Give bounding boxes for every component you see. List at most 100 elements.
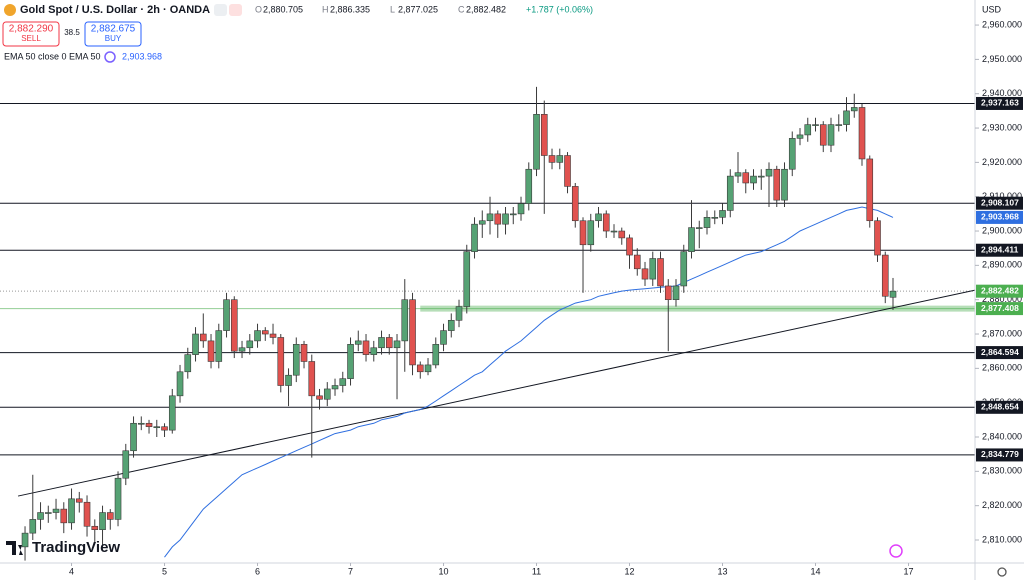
price-label-bg: [976, 400, 1023, 414]
candle-body: [533, 114, 540, 170]
ohlc-value: 2,880.705: [263, 4, 303, 14]
y-tick-label: 2,940.000: [982, 88, 1022, 98]
candle-body: [145, 422, 153, 428]
candle-body: [502, 213, 509, 225]
x-tick-label: 17: [903, 566, 913, 576]
candle-body: [626, 237, 633, 256]
x-tick-label: 11: [532, 566, 541, 576]
candle-body: [347, 344, 354, 379]
candle-body: [106, 512, 114, 520]
settings-icon[interactable]: [997, 567, 1007, 577]
candle-body: [114, 477, 122, 520]
buy-button[interactable]: [84, 21, 142, 47]
candle-body: [354, 340, 362, 345]
candle-body: [765, 168, 773, 177]
candle-body: [711, 217, 719, 219]
candle-body: [688, 227, 695, 252]
candle-body: [874, 220, 881, 256]
sell-price: 2,882.290: [9, 24, 54, 35]
candle-body: [657, 258, 664, 287]
candle-body: [184, 354, 192, 373]
plot-area: [0, 86, 976, 561]
indicator-value: 2,903.968: [122, 51, 162, 61]
candle-body: [300, 344, 308, 362]
candle-body: [44, 512, 52, 514]
sell-button[interactable]: [2, 21, 60, 47]
symbol-title: Gold Spot / U.S. Dollar · 2h · OANDA: [20, 4, 210, 16]
candle-body: [843, 110, 850, 125]
candle-body: [29, 519, 37, 534]
candle-body: [664, 285, 672, 300]
price-label-bg: [976, 346, 1023, 360]
candle-body: [447, 319, 455, 331]
candle-body: [393, 340, 401, 349]
candle-body: [478, 220, 486, 225]
alert-icon[interactable]: [889, 544, 903, 558]
candle-body: [827, 124, 835, 146]
buy-price: 2,882.675: [91, 24, 136, 35]
candle-body: [153, 426, 161, 429]
candle-body: [680, 251, 688, 287]
trendline: [17, 289, 976, 497]
price-label: 2,877.408: [981, 303, 1019, 313]
y-tick-label: 2,880.000: [982, 294, 1022, 304]
candle-body: [819, 124, 827, 146]
candle-body: [254, 330, 261, 342]
candle-body: [587, 220, 595, 246]
candle-body: [633, 254, 641, 270]
candle-body: [788, 138, 796, 170]
y-tick-label: 2,830.000: [982, 466, 1022, 476]
y-tick-label: 2,920.000: [982, 157, 1022, 167]
price-label: 2,908.107: [981, 197, 1019, 207]
candle-body: [68, 498, 75, 524]
candle-body: [223, 299, 230, 331]
candle-body: [881, 254, 889, 297]
indicator-icon[interactable]: [104, 51, 116, 63]
candle-body: [571, 186, 579, 222]
candle-body: [455, 306, 463, 321]
candle-body: [416, 364, 424, 373]
candle-body: [52, 508, 60, 513]
candle-body: [463, 251, 471, 307]
candle-body: [641, 268, 649, 280]
candle-body: [269, 333, 277, 338]
candle-body: [199, 333, 207, 342]
candle-body: [378, 337, 385, 349]
price-label: 2,903.968: [981, 212, 1019, 222]
candle-body: [750, 175, 757, 184]
candle-body: [726, 175, 734, 211]
candle-body: [812, 124, 819, 126]
candle-body: [331, 385, 339, 390]
icon[interactable]: [229, 4, 242, 16]
x-tick-label: 12: [625, 566, 635, 576]
candle-body: [21, 532, 29, 548]
candle-body: [734, 172, 742, 177]
icon[interactable]: [214, 4, 227, 16]
candle-body: [362, 340, 370, 355]
candle-body: [277, 337, 285, 386]
y-tick-label: 2,860.000: [982, 363, 1022, 373]
candle-body: [781, 168, 788, 201]
candle-body: [556, 155, 564, 163]
y-tick-label: 2,870.000: [982, 328, 1022, 338]
x-tick-label: 13: [718, 566, 728, 576]
y-tick-label: 2,890.000: [982, 260, 1022, 270]
candle-body: [285, 374, 292, 386]
candle-body: [695, 227, 703, 229]
overlay: Gold Spot / U.S. Dollar · 2h · OANDA 2,8…: [2, 4, 1007, 577]
brand: TradingView: [32, 539, 120, 556]
candle-body: [850, 107, 858, 112]
candle-body: [409, 299, 416, 366]
x-tick-label: 4: [69, 566, 74, 576]
price-label: 2,864.594: [981, 347, 1019, 357]
candle-body: [796, 134, 804, 139]
candle-body: [719, 210, 726, 218]
candle-body: [130, 422, 137, 452]
currency: USD: [982, 4, 1002, 14]
candle-body: [323, 388, 331, 400]
x-tick-label: 5: [162, 566, 167, 576]
candle-body: [230, 299, 238, 352]
indicator-label: EMA 50 close 0 EMA 50: [4, 51, 101, 61]
symbol-logo: [4, 4, 16, 16]
candle-body: [602, 213, 610, 232]
